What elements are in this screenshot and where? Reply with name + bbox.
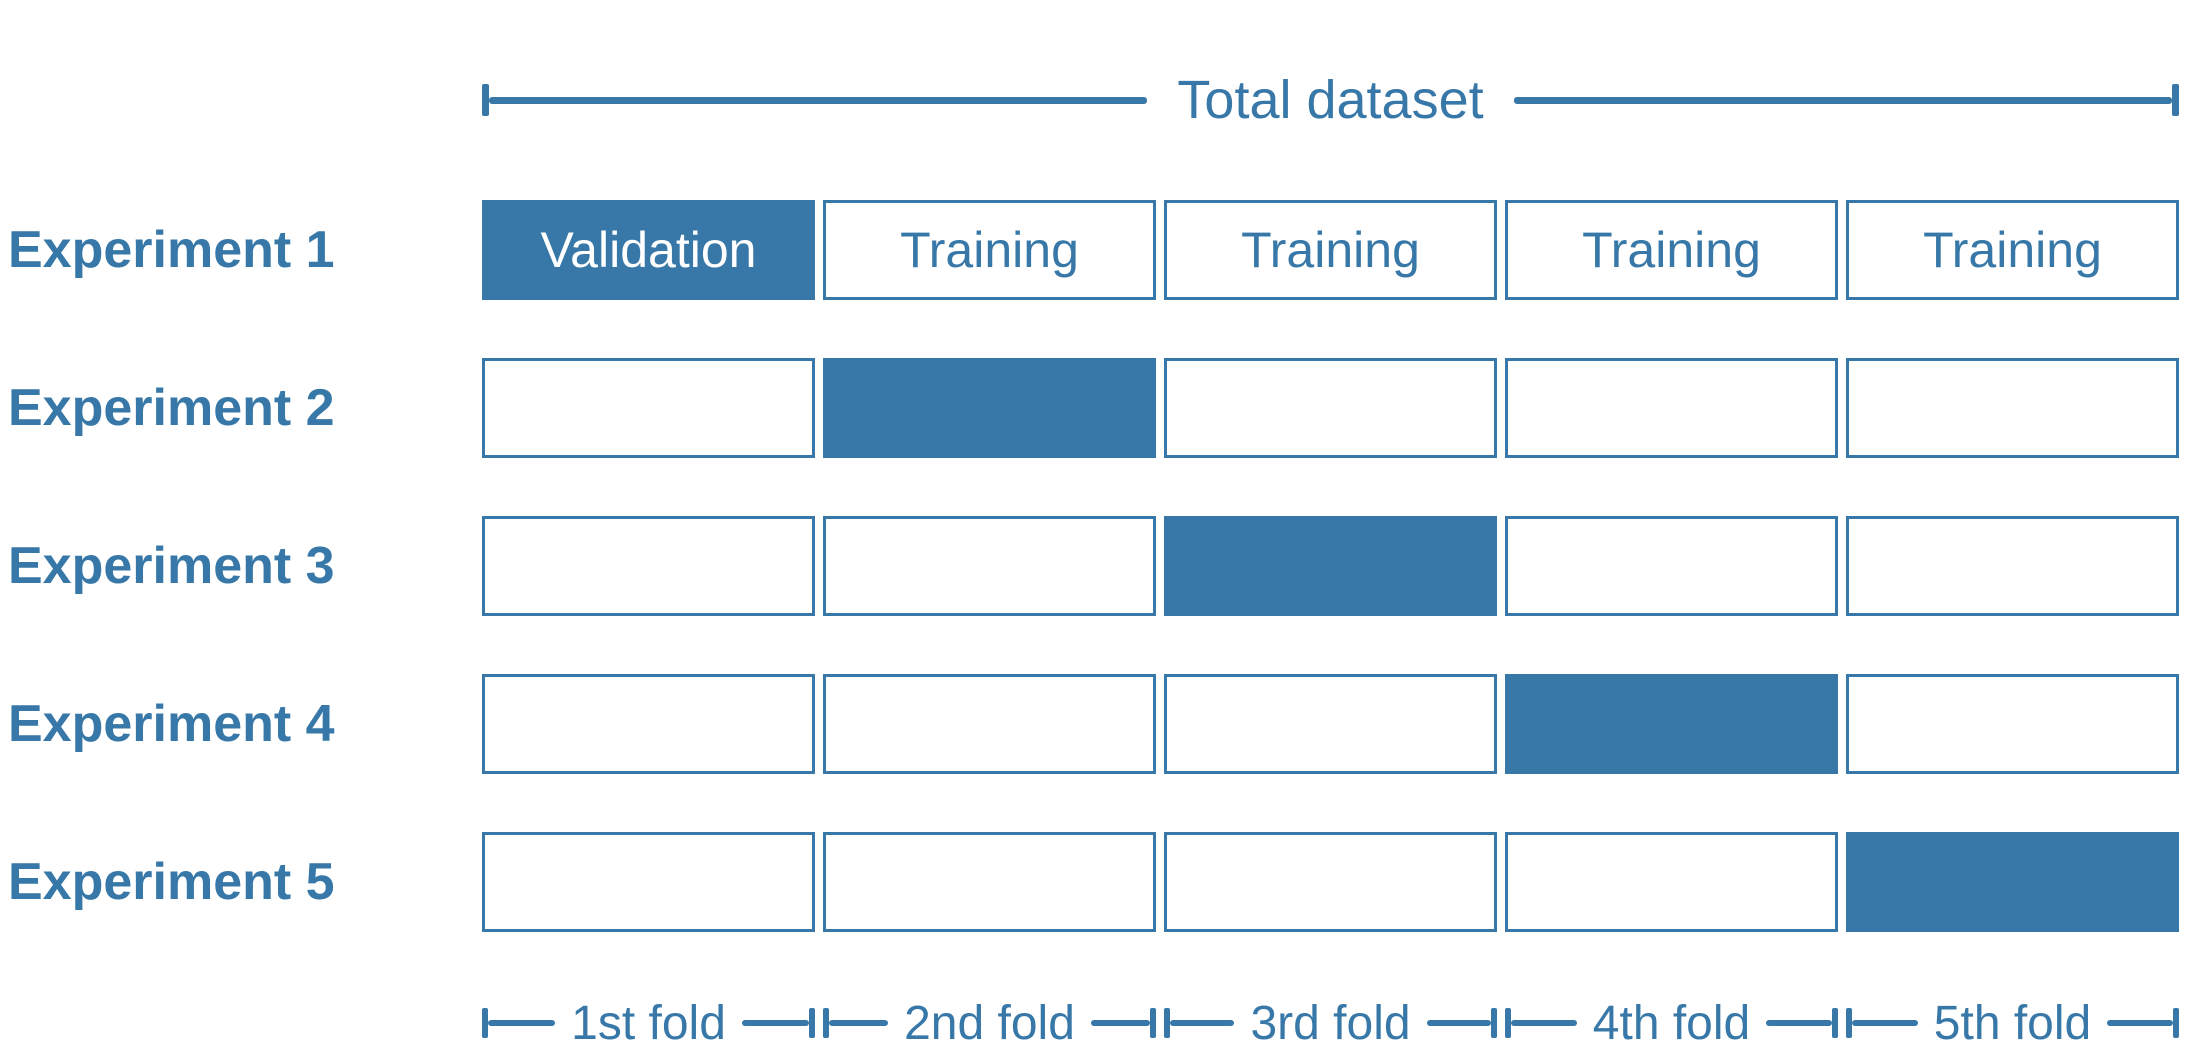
fold-cell [1164, 358, 1497, 458]
fold-label: 5th fold [1933, 996, 2092, 1050]
fold-cell: Training [1505, 200, 1838, 300]
fold-cell [1846, 516, 2179, 616]
fold-left-tick-icon [823, 1008, 829, 1038]
fold-cell [823, 832, 1156, 932]
fold-cell: Training [1846, 200, 2179, 300]
fold-label: 2nd fold [904, 996, 1075, 1050]
fold-left-line [829, 1020, 889, 1026]
fold-cell-label: Training [1582, 222, 1761, 278]
experiment-3-cells [482, 516, 2179, 616]
fold-cell [1164, 516, 1497, 616]
fold-cell [1846, 674, 2179, 774]
fold-left-tick-icon [1164, 1008, 1170, 1038]
fold-right-line [1766, 1020, 1833, 1026]
fold-cell-label: Validation [540, 222, 757, 278]
total-dataset-label: Total dataset [1177, 70, 1484, 130]
fold-cell [1846, 832, 2179, 932]
fold-cell [823, 516, 1156, 616]
fold-label: 4th fold [1592, 996, 1751, 1050]
experiment-row-3: Experiment 3 [0, 516, 2196, 616]
fold-right-line [2107, 1020, 2174, 1026]
fold-cell: Training [823, 200, 1156, 300]
fold-cell [1846, 358, 2179, 458]
fold-cell-label: Training [900, 222, 1079, 278]
fold-right-tick-icon [2173, 1008, 2180, 1038]
fold-left-tick-icon [1505, 1008, 1511, 1038]
fold-right-line [741, 1020, 810, 1026]
experiment-row-5: Experiment 5 [0, 832, 2196, 932]
fold-left-line [1170, 1020, 1235, 1026]
fold-left-line [1511, 1020, 1577, 1026]
fold-cell [1505, 832, 1838, 932]
bracket-right-cap-icon [2172, 84, 2180, 116]
fold-label-group-2: 2nd fold [823, 996, 1156, 1051]
fold-labels: 1st fold 2nd fold 3rd fold [482, 996, 2180, 1051]
fold-cell [482, 674, 815, 774]
fold-cell: Training [1164, 200, 1497, 300]
bracket-right-line [1513, 96, 2173, 104]
fold-cell [1164, 832, 1497, 932]
fold-cell [823, 674, 1156, 774]
experiment-4-label: Experiment 4 [8, 695, 335, 753]
experiment-2-cells [482, 358, 2179, 458]
fold-right-tick-icon [1491, 1008, 1498, 1038]
fold-left-line [488, 1020, 556, 1026]
bracket-left-line [489, 96, 1148, 104]
fold-cell [482, 516, 815, 616]
fold-right-tick-icon [809, 1008, 816, 1038]
fold-label-group-4: 4th fold [1505, 996, 1839, 1051]
total-dataset-bracket: Total dataset [482, 69, 2180, 131]
fold-left-tick-icon [482, 1008, 488, 1038]
fold-label-group-5: 5th fold [1846, 996, 2180, 1051]
fold-left-tick-icon [1846, 1008, 1852, 1038]
experiment-row-2: Experiment 2 [0, 358, 2196, 458]
fold-label: 3rd fold [1250, 996, 1411, 1050]
fold-cell [1505, 674, 1838, 774]
fold-right-line [1090, 1020, 1150, 1026]
experiment-5-label: Experiment 5 [8, 853, 335, 911]
experiment-4-cells [482, 674, 2179, 774]
fold-right-tick-icon [1150, 1008, 1156, 1038]
experiment-row-1: Experiment 1 Validation Training Trainin… [0, 200, 2196, 300]
fold-cell [1505, 516, 1838, 616]
experiment-1-cells: Validation Training Training Training Tr… [482, 200, 2179, 300]
fold-label-group-3: 3rd fold [1164, 996, 1498, 1051]
fold-cell [1505, 358, 1838, 458]
experiment-2-label: Experiment 2 [8, 379, 335, 437]
fold-left-line [1852, 1020, 1918, 1026]
experiment-1-label: Experiment 1 [8, 221, 335, 279]
fold-cell [482, 832, 815, 932]
fold-labels-row: 1st fold 2nd fold 3rd fold [0, 990, 2196, 1056]
fold-cell-label: Training [1923, 222, 2102, 278]
fold-right-line [1426, 1020, 1492, 1026]
experiment-row-4: Experiment 4 [0, 674, 2196, 774]
fold-right-tick-icon [1832, 1008, 1839, 1038]
total-dataset-row: Total dataset [0, 0, 2196, 200]
fold-label-group-1: 1st fold [482, 996, 816, 1051]
fold-cell [823, 358, 1156, 458]
bracket-left-cap-icon [482, 84, 489, 116]
experiment-3-label: Experiment 3 [8, 537, 335, 595]
fold-label: 1st fold [571, 996, 726, 1050]
experiment-5-cells [482, 832, 2179, 932]
fold-cell-label: Training [1241, 222, 1420, 278]
fold-cell: Validation [482, 200, 815, 300]
fold-cell [482, 358, 815, 458]
fold-cell [1164, 674, 1497, 774]
